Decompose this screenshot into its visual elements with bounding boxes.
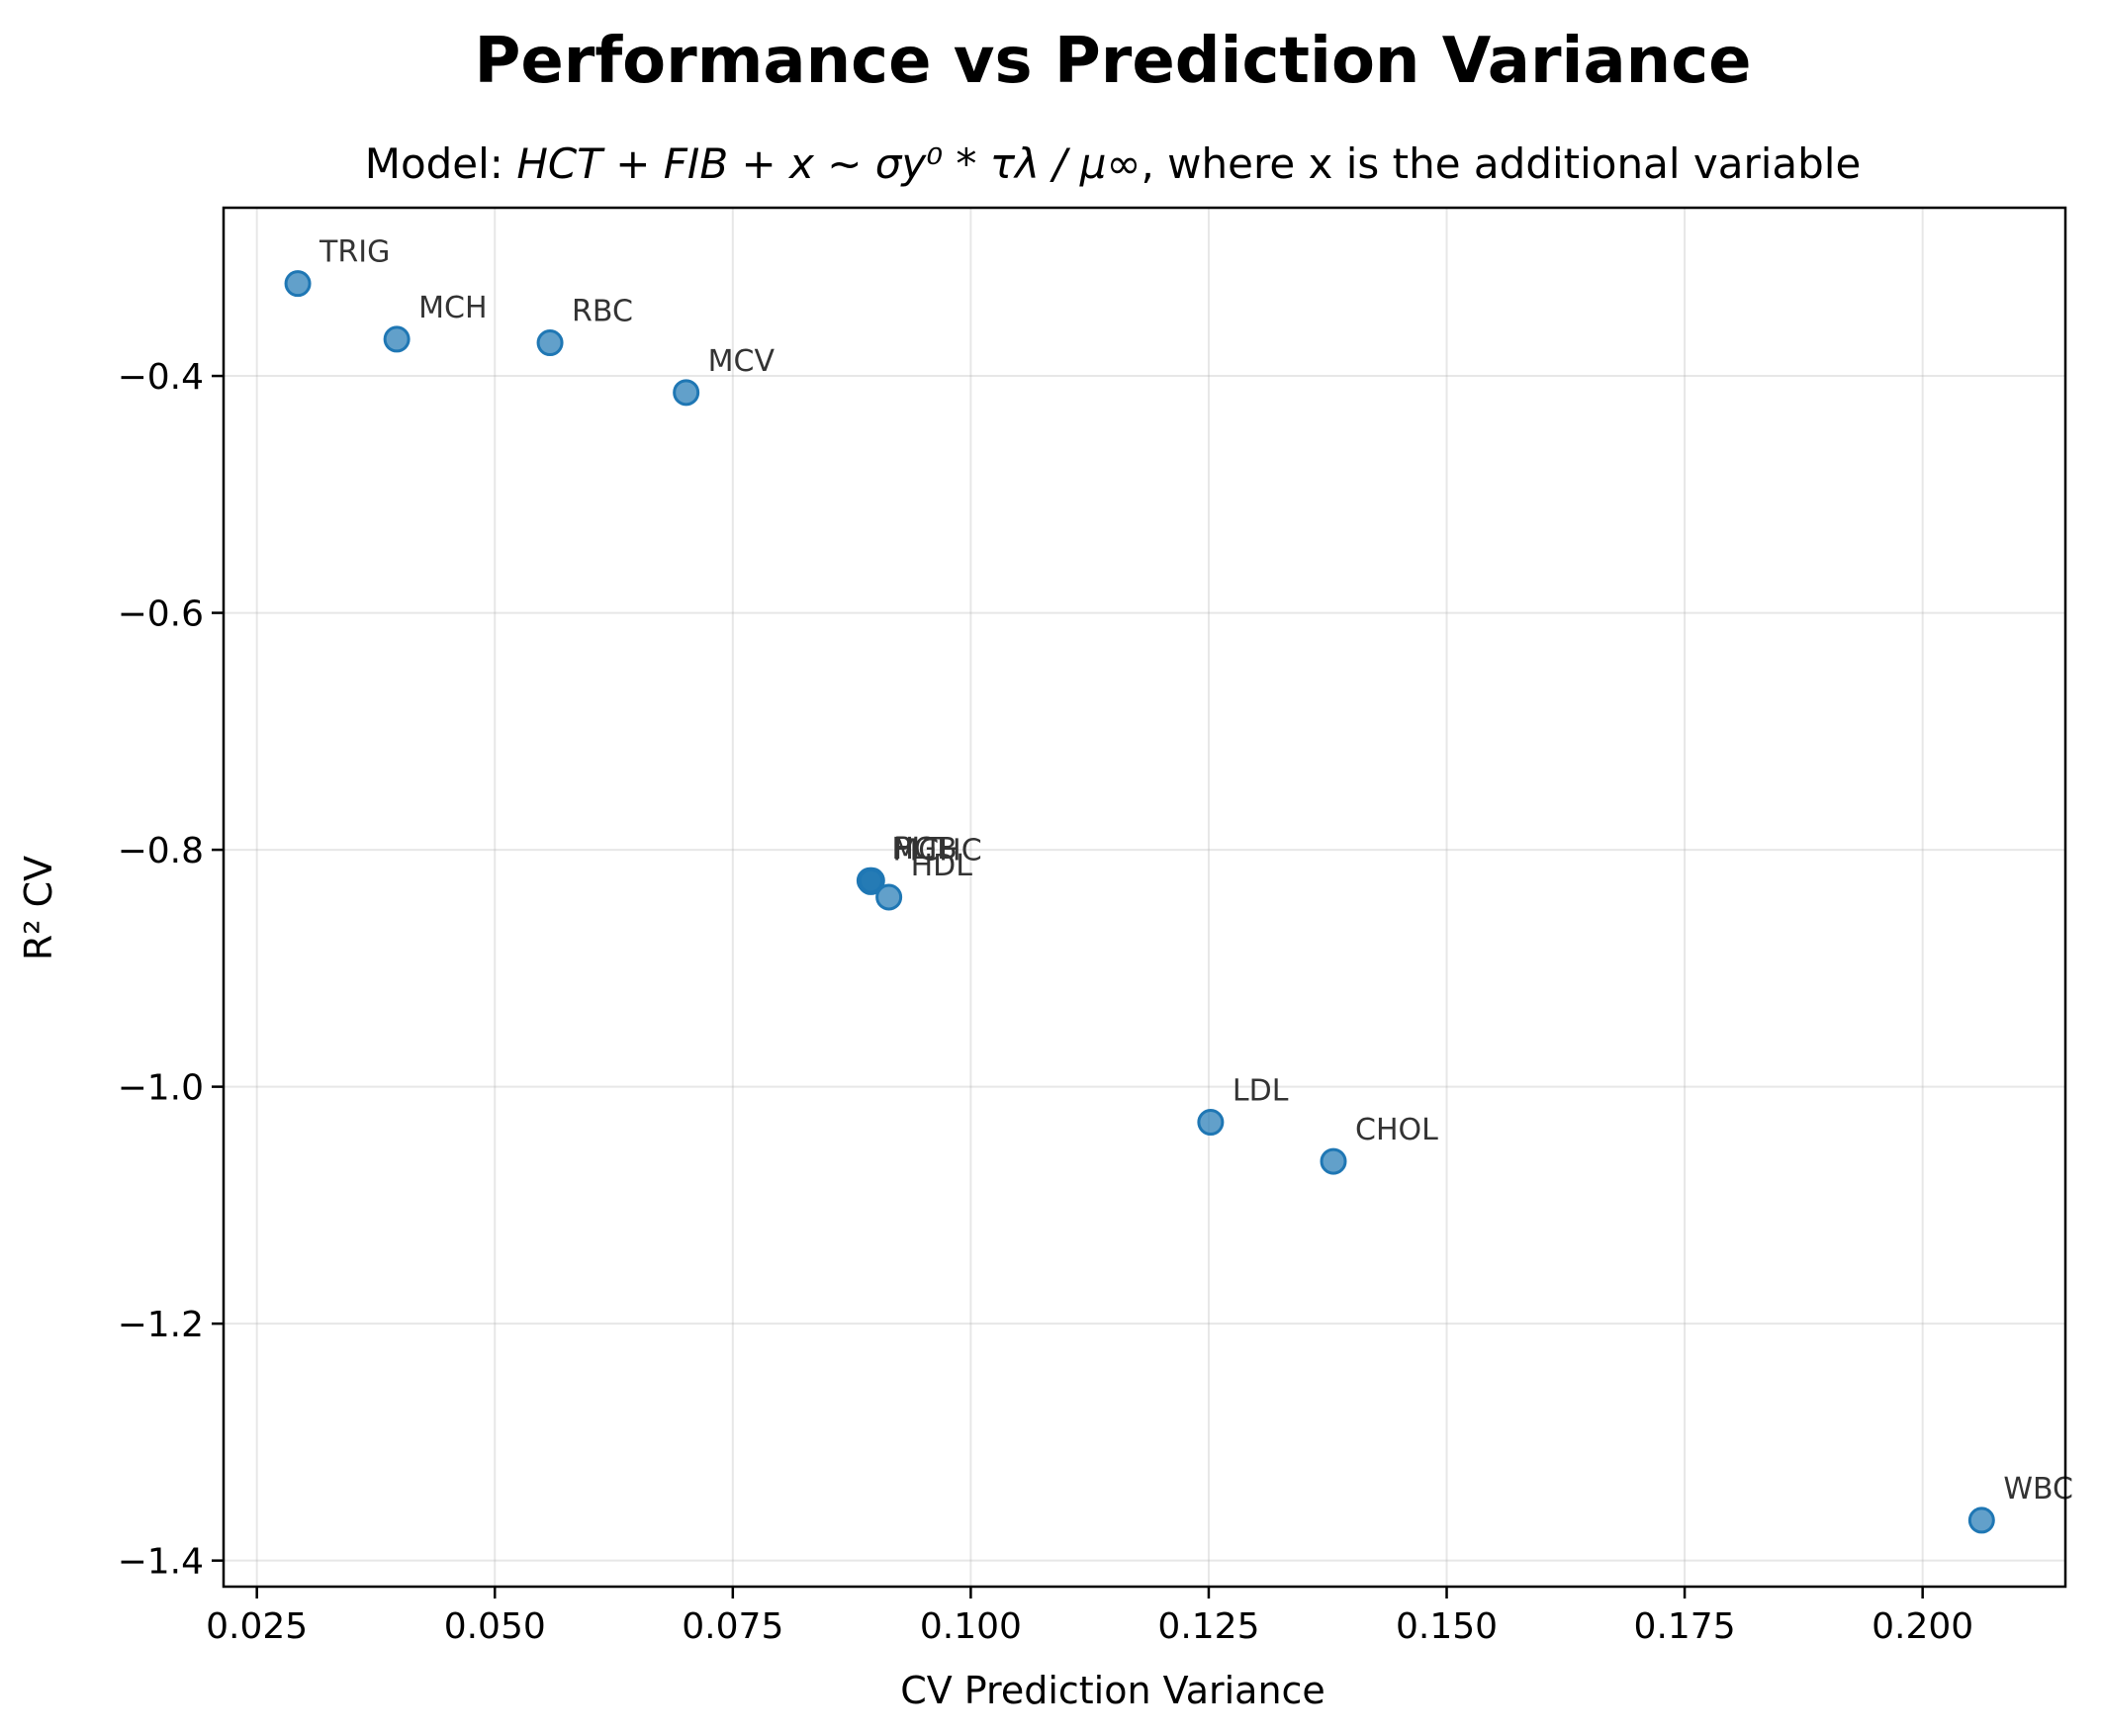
x-axis-label: CV Prediction Variance (900, 1669, 1325, 1712)
data-point (1967, 1507, 1995, 1534)
y-tick-label: −0.6 (118, 594, 204, 635)
point-label: TRIG (319, 235, 390, 270)
x-tick-label: 0.025 (206, 1606, 308, 1647)
point-label: MCV (708, 344, 776, 379)
data-point (536, 329, 564, 357)
data-point (1197, 1109, 1225, 1137)
point-label: RBC (572, 295, 633, 329)
x-tick-label: 0.175 (1634, 1606, 1736, 1647)
data-point (1320, 1147, 1347, 1175)
subtitle-prefix: Model: (365, 139, 517, 188)
point-label: WBC (2003, 1472, 2073, 1507)
y-tick-label: −0.4 (118, 357, 204, 398)
data-point (673, 379, 700, 407)
x-axis-ticks: 0.025 0.050 0.075 0.100 0.125 0.150 0.175 0.200 (206, 1587, 1973, 1647)
chart-title: Performance vs Prediction Variance (474, 25, 1751, 98)
point-label: PLT (893, 832, 943, 867)
y-tick-label: −1.4 (118, 1542, 204, 1583)
subtitle-suffix: , where x is the additional variable (1141, 139, 1861, 188)
x-tick-label: 0.075 (682, 1606, 783, 1647)
grid-lines (224, 208, 2065, 1587)
data-points (284, 270, 1995, 1534)
chart-subtitle: Model: HCT + FIB + x ~ σy⁰ * τλ / μ∞, wh… (365, 139, 1862, 188)
data-point (383, 325, 411, 353)
data-point (284, 270, 312, 298)
y-tick-label: −1.0 (118, 1068, 204, 1109)
point-label: HGB (891, 832, 957, 867)
point-label: LDL (1233, 1074, 1289, 1109)
x-tick-label: 0.150 (1396, 1606, 1498, 1647)
data-point (875, 883, 903, 911)
y-tick-label: −1.2 (118, 1305, 204, 1345)
data-point (858, 867, 885, 894)
y-axis-label: R² CV (17, 856, 60, 960)
point-label: HDL (911, 849, 973, 883)
point-label: MCH (418, 291, 487, 325)
point-label: CHOL (1355, 1113, 1438, 1147)
x-tick-label: 0.125 (1157, 1606, 1259, 1647)
x-tick-label: 0.100 (920, 1606, 1022, 1647)
y-tick-label: −0.8 (118, 831, 204, 871)
x-tick-label: 0.200 (1872, 1606, 1973, 1647)
x-tick-label: 0.050 (444, 1606, 546, 1647)
plot-frame (222, 206, 2067, 1589)
subtitle-formula: HCT + FIB + x ~ σy⁰ * τλ / μ∞ (516, 139, 1141, 188)
point-label: MCHC (892, 833, 981, 868)
y-axis-ticks: −0.4 −0.6 −0.8 −1.0 −1.2 −1.4 (118, 357, 224, 1583)
